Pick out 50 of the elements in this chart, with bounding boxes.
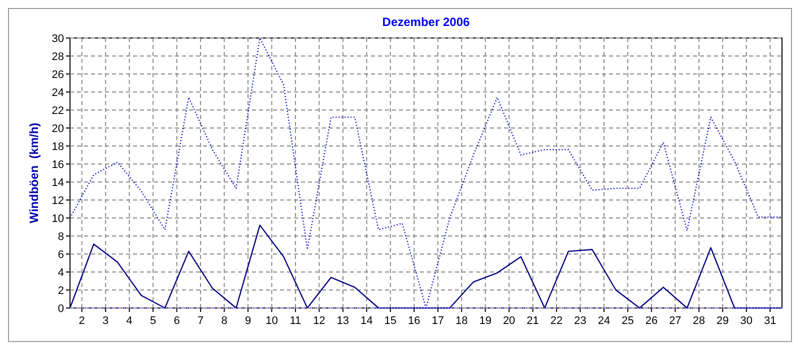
x-tick-label: 8 (221, 315, 228, 327)
y-tick-label: 8 (58, 230, 64, 243)
x-tick-label: 9 (244, 315, 252, 327)
y-tick-label: 16 (52, 158, 64, 171)
x-tick-label: 16 (408, 315, 420, 327)
x-tick-label: 10 (266, 315, 278, 327)
x-tick-label: 11 (290, 315, 302, 327)
line-series (69, 224, 783, 309)
x-tick-label: 3 (102, 315, 109, 327)
chart-title: Dezember 2006 (382, 15, 470, 29)
x-tick-label: 24 (598, 315, 610, 327)
y-tick-label: 0 (58, 302, 64, 315)
x-tick-label: 4 (126, 315, 132, 327)
x-tick-label: 18 (455, 315, 468, 327)
x-tick-label: 26 (645, 315, 658, 327)
line-series (69, 37, 783, 309)
x-tick-label: 29 (716, 315, 729, 327)
x-tick-label: 5 (150, 315, 156, 327)
y-tick-label: 2 (58, 284, 64, 297)
x-tick-label: 14 (360, 315, 373, 327)
x-tick-label: 31 (764, 315, 776, 327)
y-tick-label: 26 (52, 68, 64, 81)
x-tick-label: 23 (574, 315, 586, 327)
y-tick-label: 12 (52, 194, 64, 207)
x-tick-label: 28 (692, 315, 706, 327)
x-tick-label: 12 (313, 315, 326, 327)
x-tick-label: 15 (384, 315, 397, 327)
x-tick-label: 19 (479, 315, 492, 327)
x-tick-label: 30 (740, 315, 753, 327)
x-tick-label: 21 (526, 315, 539, 327)
x-tick-label: 13 (336, 315, 350, 327)
x-tick-label: 25 (622, 315, 634, 327)
y-tick-label: 18 (52, 140, 64, 153)
y-tick-label: 4 (58, 266, 64, 279)
x-tick-label: 2 (78, 315, 85, 327)
y-tick-label: 28 (52, 50, 64, 63)
x-tick-label: 6 (174, 315, 180, 327)
x-tick-label: 17 (432, 315, 444, 327)
x-tick-label: 27 (669, 315, 682, 327)
x-tick-label: 7 (197, 315, 204, 327)
y-tick-label: 10 (52, 212, 64, 225)
y-tick-label: 22 (52, 104, 64, 117)
y-tick-label: 20 (52, 122, 64, 135)
x-tick-label: 20 (502, 315, 516, 327)
x-tick-label: 22 (550, 315, 563, 327)
y-tick-label: 30 (52, 32, 64, 45)
y-axis-title: Windböen (km/h) (27, 122, 41, 224)
y-tick-label: 6 (58, 248, 64, 261)
y-tick-label: 14 (52, 176, 64, 189)
y-tick-label: 24 (52, 86, 64, 99)
